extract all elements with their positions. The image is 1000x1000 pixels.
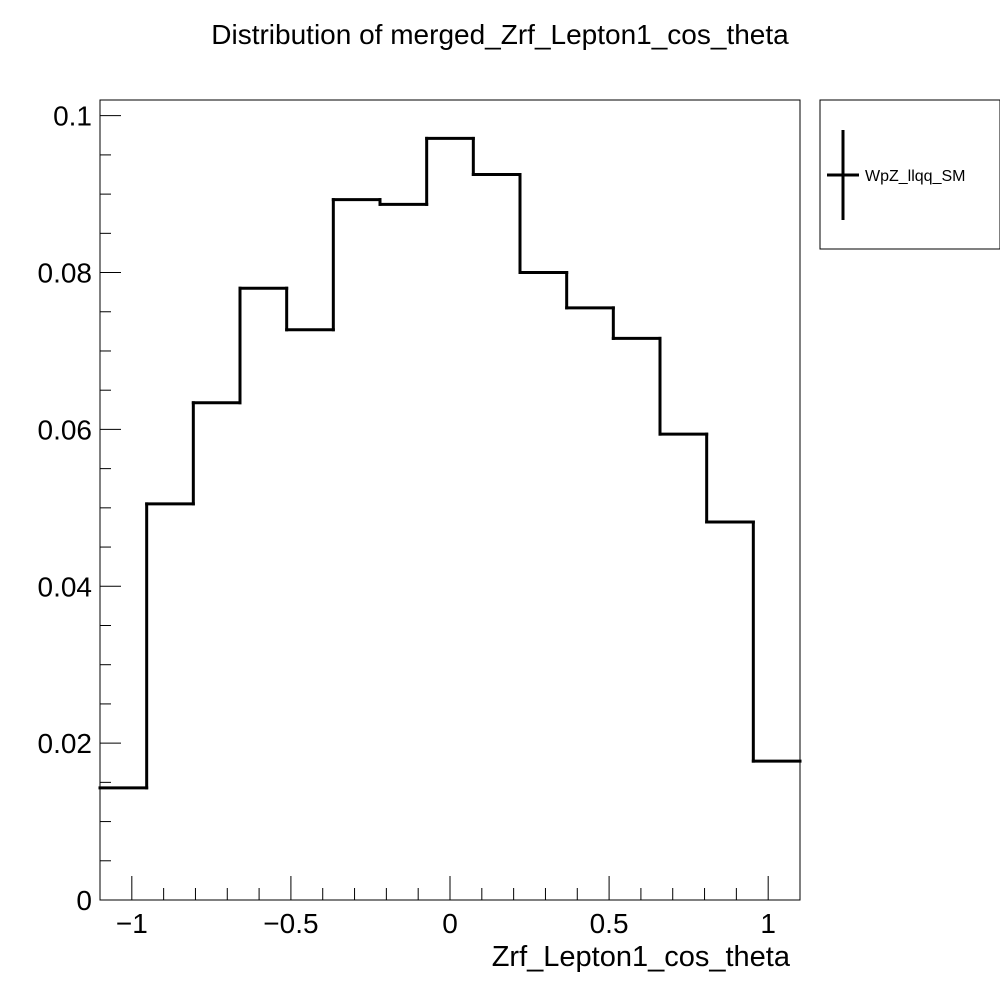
x-tick-label: 1 — [760, 908, 776, 939]
x-tick-label: 0.5 — [590, 908, 629, 939]
chart-title: Distribution of merged_Zrf_Lepton1_cos_t… — [211, 19, 789, 50]
legend: WpZ_llqq_SM — [819, 99, 1000, 250]
legend-entry-label: WpZ_llqq_SM — [865, 168, 965, 185]
x-axis: −1 −0.5 0 0.5 1 — [99, 876, 801, 939]
x-tick-label: −1 — [116, 908, 148, 939]
y-axis: 0 0.02 0.04 0.06 0.08 0.1 — [38, 101, 121, 916]
y-tick-label: 0 — [76, 885, 92, 916]
y-tick-label: 0.04 — [38, 571, 93, 602]
x-tick-label: −0.5 — [263, 908, 318, 939]
x-tick-label: 0 — [442, 908, 458, 939]
y-tick-label: 0.08 — [38, 258, 93, 289]
y-tick-label: 0.06 — [38, 414, 93, 445]
histogram-series — [98, 136, 802, 790]
y-tick-label: 0.1 — [53, 101, 92, 132]
x-axis-label: Zrf_Lepton1_cos_theta — [492, 941, 791, 973]
y-tick-label: 0.02 — [38, 728, 93, 759]
